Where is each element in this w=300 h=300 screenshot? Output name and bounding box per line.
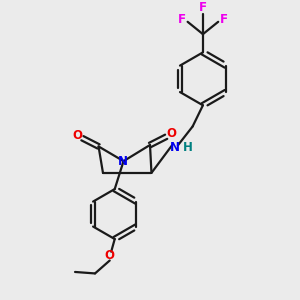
Text: O: O xyxy=(72,129,82,142)
Text: F: F xyxy=(199,1,207,14)
Text: N: N xyxy=(118,155,128,168)
Text: H: H xyxy=(182,141,192,154)
Text: O: O xyxy=(105,249,115,262)
Text: N: N xyxy=(170,141,180,154)
Text: F: F xyxy=(178,13,186,26)
Text: O: O xyxy=(167,127,176,140)
Text: F: F xyxy=(220,13,227,26)
